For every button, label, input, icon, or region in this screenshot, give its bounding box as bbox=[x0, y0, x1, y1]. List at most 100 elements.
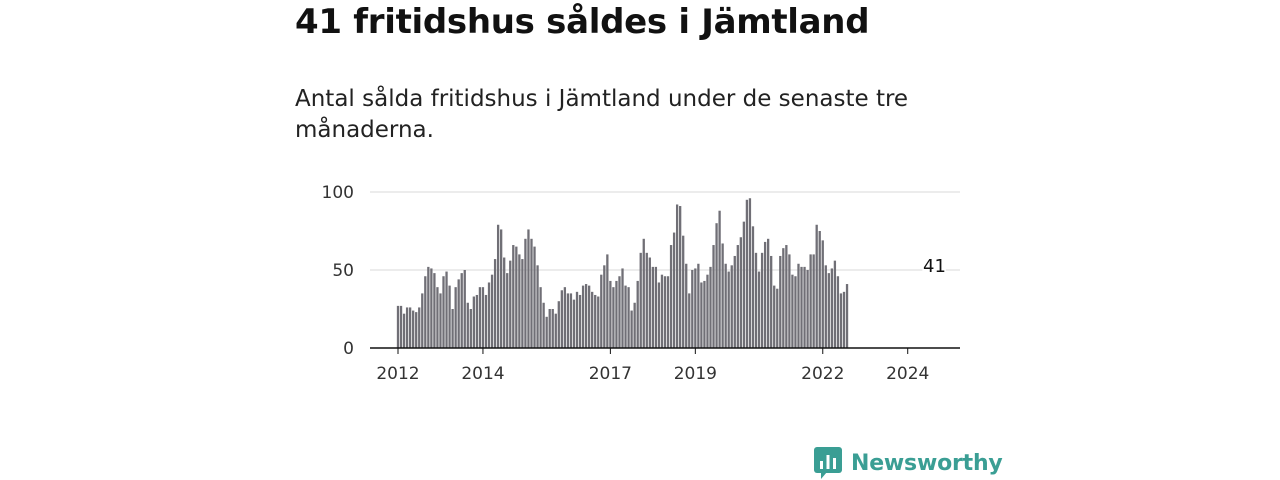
bar bbox=[724, 263, 727, 348]
bar bbox=[715, 223, 718, 348]
bar bbox=[648, 257, 651, 348]
bar bbox=[506, 273, 509, 348]
newsworthy-logo: Newsworthy bbox=[813, 446, 1003, 480]
bar bbox=[703, 280, 706, 348]
bar bbox=[560, 290, 563, 348]
bar bbox=[445, 271, 448, 348]
bar bbox=[415, 312, 418, 348]
bar bbox=[500, 229, 503, 348]
bar bbox=[591, 291, 594, 348]
bar bbox=[533, 246, 536, 348]
bar bbox=[515, 246, 518, 348]
bar bbox=[797, 263, 800, 348]
bar bbox=[627, 287, 630, 348]
bar bbox=[454, 287, 457, 348]
bar bbox=[527, 229, 530, 348]
bar bbox=[412, 310, 415, 348]
bar bbox=[730, 265, 733, 348]
bar bbox=[618, 276, 621, 348]
bar bbox=[396, 305, 400, 348]
bar bbox=[451, 309, 454, 348]
bar bbox=[615, 280, 618, 348]
bar bbox=[402, 313, 406, 348]
bar bbox=[782, 248, 785, 348]
bar bbox=[496, 224, 500, 348]
bar bbox=[830, 268, 834, 348]
bar bbox=[727, 271, 730, 348]
bar bbox=[418, 307, 421, 348]
bar bbox=[436, 287, 439, 348]
bar bbox=[503, 257, 506, 348]
bar bbox=[672, 232, 676, 348]
bar bbox=[524, 238, 527, 348]
bar bbox=[679, 206, 682, 348]
bar bbox=[842, 291, 846, 348]
bar bbox=[733, 255, 736, 348]
bar bbox=[666, 276, 670, 348]
bar bbox=[557, 301, 560, 348]
bar bbox=[427, 266, 430, 348]
bar bbox=[688, 293, 691, 348]
bar bbox=[642, 238, 645, 348]
bar bbox=[760, 252, 764, 348]
x-tick-label: 2012 bbox=[376, 364, 419, 384]
bar bbox=[694, 268, 697, 348]
bar-chart-logo-icon bbox=[814, 447, 842, 479]
bar bbox=[405, 307, 409, 348]
bar bbox=[408, 307, 412, 348]
bar bbox=[518, 254, 521, 348]
bar bbox=[466, 302, 469, 348]
bar bbox=[833, 260, 837, 348]
bar bbox=[460, 273, 463, 348]
bar bbox=[645, 252, 648, 348]
bar bbox=[700, 282, 703, 348]
bar bbox=[803, 266, 806, 348]
bar bbox=[663, 276, 667, 348]
bar bbox=[709, 266, 712, 348]
bar bbox=[493, 259, 497, 348]
bar bbox=[763, 241, 767, 348]
bar bbox=[773, 285, 776, 348]
bar bbox=[839, 293, 843, 348]
bar bbox=[766, 238, 770, 348]
bar bbox=[487, 282, 491, 348]
bar bbox=[669, 245, 673, 348]
bar bbox=[594, 294, 597, 348]
bar bbox=[624, 285, 627, 348]
bar bbox=[800, 266, 803, 348]
bar bbox=[609, 280, 612, 348]
bar bbox=[630, 310, 633, 348]
bar bbox=[718, 210, 721, 348]
bar bbox=[712, 245, 715, 348]
bar-chart: 0 50 100 2012 2014 2017 2019 2022 2024 41 bbox=[322, 183, 960, 384]
bar bbox=[472, 296, 475, 348]
bar bbox=[554, 313, 557, 348]
bar bbox=[551, 309, 554, 348]
bar bbox=[682, 235, 685, 348]
bar bbox=[563, 287, 567, 348]
bar bbox=[539, 287, 542, 348]
bar bbox=[542, 302, 545, 348]
bar bbox=[575, 291, 579, 348]
bar bbox=[824, 265, 827, 348]
bar bbox=[742, 221, 746, 348]
x-axis: 2012 2014 2017 2019 2022 2024 bbox=[370, 347, 960, 384]
bar bbox=[439, 293, 442, 348]
bar bbox=[827, 273, 830, 348]
bar bbox=[597, 296, 600, 348]
x-tick-label: 2022 bbox=[801, 364, 844, 384]
bar bbox=[478, 287, 482, 348]
y-tick-label: 100 bbox=[322, 183, 354, 203]
bar bbox=[603, 265, 606, 348]
bar bbox=[639, 252, 642, 348]
bar bbox=[818, 231, 821, 348]
bar bbox=[581, 285, 585, 348]
bar bbox=[785, 245, 788, 348]
bar bbox=[490, 274, 494, 348]
bar bbox=[469, 309, 472, 348]
bar bbox=[845, 284, 849, 348]
bar bbox=[536, 265, 539, 348]
bar bbox=[424, 276, 427, 348]
y-tick-label: 50 bbox=[332, 261, 354, 281]
bar bbox=[606, 254, 609, 348]
